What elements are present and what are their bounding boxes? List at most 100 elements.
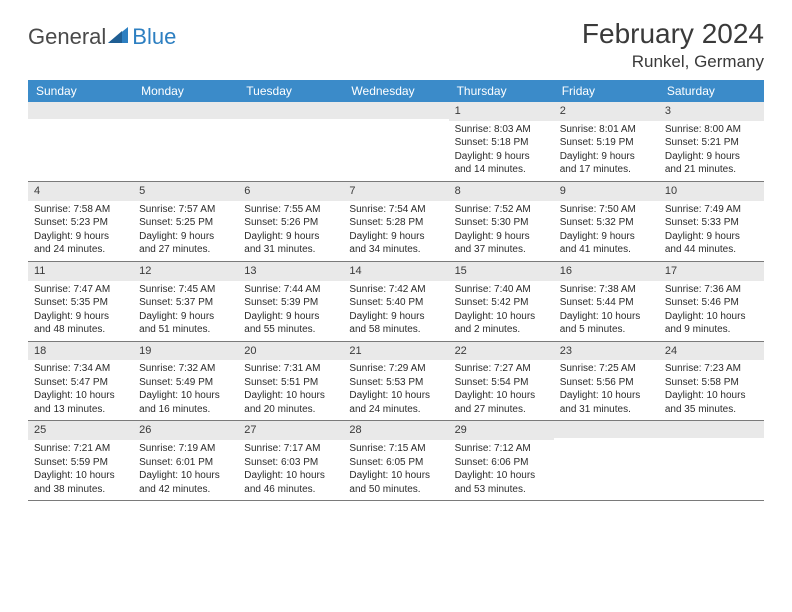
sunrise-text: Sunrise: 7:15 AM: [349, 442, 442, 456]
week-row: 25Sunrise: 7:21 AMSunset: 5:59 PMDayligh…: [28, 421, 764, 501]
day-header: Wednesday: [343, 80, 448, 102]
day-cell: 7Sunrise: 7:54 AMSunset: 5:28 PMDaylight…: [343, 182, 448, 261]
day-number: [659, 421, 764, 438]
sunrise-text: Sunrise: 7:23 AM: [665, 362, 758, 376]
day-cell: 6Sunrise: 7:55 AMSunset: 5:26 PMDaylight…: [238, 182, 343, 261]
daylight-text: Daylight: 9 hours and 27 minutes.: [139, 230, 232, 257]
sunrise-text: Sunrise: 7:29 AM: [349, 362, 442, 376]
sunrise-text: Sunrise: 8:00 AM: [665, 123, 758, 137]
sunrise-text: Sunrise: 7:36 AM: [665, 283, 758, 297]
brand-name-2: Blue: [132, 24, 176, 50]
sunset-text: Sunset: 5:49 PM: [139, 376, 232, 390]
day-cell: 10Sunrise: 7:49 AMSunset: 5:33 PMDayligh…: [659, 182, 764, 261]
day-cell: [238, 102, 343, 181]
day-number: 7: [343, 182, 448, 201]
day-number: 8: [449, 182, 554, 201]
day-header: Sunday: [28, 80, 133, 102]
day-header: Monday: [133, 80, 238, 102]
sunset-text: Sunset: 5:21 PM: [665, 136, 758, 150]
day-cell: 8Sunrise: 7:52 AMSunset: 5:30 PMDaylight…: [449, 182, 554, 261]
sunrise-text: Sunrise: 7:19 AM: [139, 442, 232, 456]
sunset-text: Sunset: 6:05 PM: [349, 456, 442, 470]
sunset-text: Sunset: 5:46 PM: [665, 296, 758, 310]
daylight-text: Daylight: 10 hours and 13 minutes.: [34, 389, 127, 416]
sunrise-text: Sunrise: 7:45 AM: [139, 283, 232, 297]
sunrise-text: Sunrise: 7:42 AM: [349, 283, 442, 297]
day-cell: 22Sunrise: 7:27 AMSunset: 5:54 PMDayligh…: [449, 342, 554, 421]
sunrise-text: Sunrise: 7:38 AM: [560, 283, 653, 297]
day-cell: 16Sunrise: 7:38 AMSunset: 5:44 PMDayligh…: [554, 262, 659, 341]
sunrise-text: Sunrise: 7:27 AM: [455, 362, 548, 376]
day-body: Sunrise: 7:25 AMSunset: 5:56 PMDaylight:…: [554, 360, 659, 420]
day-number: 5: [133, 182, 238, 201]
sunrise-text: Sunrise: 7:25 AM: [560, 362, 653, 376]
day-cell: 29Sunrise: 7:12 AMSunset: 6:06 PMDayligh…: [449, 421, 554, 500]
sunset-text: Sunset: 5:30 PM: [455, 216, 548, 230]
sunset-text: Sunset: 5:19 PM: [560, 136, 653, 150]
sunset-text: Sunset: 6:01 PM: [139, 456, 232, 470]
sunrise-text: Sunrise: 7:12 AM: [455, 442, 548, 456]
location-label: Runkel, Germany: [582, 52, 764, 72]
week-row: 1Sunrise: 8:03 AMSunset: 5:18 PMDaylight…: [28, 102, 764, 182]
sunrise-text: Sunrise: 7:32 AM: [139, 362, 232, 376]
sunset-text: Sunset: 5:54 PM: [455, 376, 548, 390]
day-body: Sunrise: 7:27 AMSunset: 5:54 PMDaylight:…: [449, 360, 554, 420]
day-body: Sunrise: 7:49 AMSunset: 5:33 PMDaylight:…: [659, 201, 764, 261]
sunrise-text: Sunrise: 7:34 AM: [34, 362, 127, 376]
day-header: Tuesday: [238, 80, 343, 102]
day-body: Sunrise: 7:45 AMSunset: 5:37 PMDaylight:…: [133, 281, 238, 341]
sunset-text: Sunset: 5:33 PM: [665, 216, 758, 230]
triangle-icon: [108, 25, 130, 50]
day-number: 25: [28, 421, 133, 440]
day-number: 21: [343, 342, 448, 361]
sunset-text: Sunset: 5:59 PM: [34, 456, 127, 470]
daylight-text: Daylight: 9 hours and 14 minutes.: [455, 150, 548, 177]
day-number: [554, 421, 659, 438]
day-cell: 24Sunrise: 7:23 AMSunset: 5:58 PMDayligh…: [659, 342, 764, 421]
daylight-text: Daylight: 9 hours and 17 minutes.: [560, 150, 653, 177]
sunrise-text: Sunrise: 7:44 AM: [244, 283, 337, 297]
day-body: Sunrise: 7:19 AMSunset: 6:01 PMDaylight:…: [133, 440, 238, 500]
day-number: 16: [554, 262, 659, 281]
day-cell: 2Sunrise: 8:01 AMSunset: 5:19 PMDaylight…: [554, 102, 659, 181]
day-cell: 18Sunrise: 7:34 AMSunset: 5:47 PMDayligh…: [28, 342, 133, 421]
day-body: Sunrise: 7:32 AMSunset: 5:49 PMDaylight:…: [133, 360, 238, 420]
sunrise-text: Sunrise: 7:58 AM: [34, 203, 127, 217]
day-number: 15: [449, 262, 554, 281]
month-title: February 2024: [582, 18, 764, 50]
day-body: Sunrise: 7:44 AMSunset: 5:39 PMDaylight:…: [238, 281, 343, 341]
daylight-text: Daylight: 10 hours and 27 minutes.: [455, 389, 548, 416]
day-header-row: Sunday Monday Tuesday Wednesday Thursday…: [28, 80, 764, 102]
sunset-text: Sunset: 5:28 PM: [349, 216, 442, 230]
day-cell: 23Sunrise: 7:25 AMSunset: 5:56 PMDayligh…: [554, 342, 659, 421]
day-number: 1: [449, 102, 554, 121]
day-number: 9: [554, 182, 659, 201]
day-header: Friday: [554, 80, 659, 102]
day-cell: 25Sunrise: 7:21 AMSunset: 5:59 PMDayligh…: [28, 421, 133, 500]
day-number: 14: [343, 262, 448, 281]
sunset-text: Sunset: 5:37 PM: [139, 296, 232, 310]
day-body: Sunrise: 7:34 AMSunset: 5:47 PMDaylight:…: [28, 360, 133, 420]
daylight-text: Daylight: 10 hours and 9 minutes.: [665, 310, 758, 337]
day-number: [28, 102, 133, 119]
day-cell: 1Sunrise: 8:03 AMSunset: 5:18 PMDaylight…: [449, 102, 554, 181]
day-cell: 4Sunrise: 7:58 AMSunset: 5:23 PMDaylight…: [28, 182, 133, 261]
day-number: [133, 102, 238, 119]
day-number: 22: [449, 342, 554, 361]
weeks-container: 1Sunrise: 8:03 AMSunset: 5:18 PMDaylight…: [28, 102, 764, 501]
sunset-text: Sunset: 5:35 PM: [34, 296, 127, 310]
day-body: Sunrise: 7:17 AMSunset: 6:03 PMDaylight:…: [238, 440, 343, 500]
day-number: [343, 102, 448, 119]
day-header: Saturday: [659, 80, 764, 102]
day-cell: 3Sunrise: 8:00 AMSunset: 5:21 PMDaylight…: [659, 102, 764, 181]
day-number: 10: [659, 182, 764, 201]
daylight-text: Daylight: 10 hours and 5 minutes.: [560, 310, 653, 337]
daylight-text: Daylight: 9 hours and 34 minutes.: [349, 230, 442, 257]
sunrise-text: Sunrise: 7:31 AM: [244, 362, 337, 376]
day-body: Sunrise: 7:31 AMSunset: 5:51 PMDaylight:…: [238, 360, 343, 420]
sunrise-text: Sunrise: 8:03 AM: [455, 123, 548, 137]
daylight-text: Daylight: 10 hours and 50 minutes.: [349, 469, 442, 496]
calendar: Sunday Monday Tuesday Wednesday Thursday…: [28, 80, 764, 501]
daylight-text: Daylight: 10 hours and 24 minutes.: [349, 389, 442, 416]
daylight-text: Daylight: 9 hours and 24 minutes.: [34, 230, 127, 257]
